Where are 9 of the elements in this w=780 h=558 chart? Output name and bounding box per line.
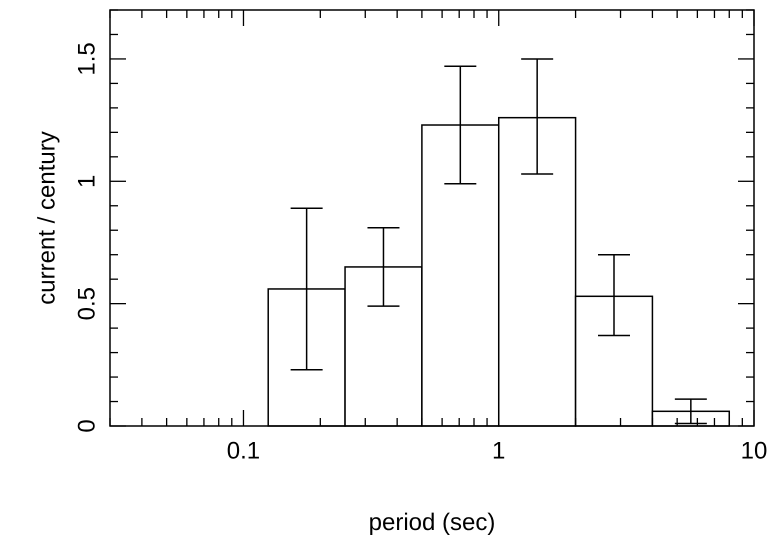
x-axis-title: period (sec) bbox=[368, 509, 496, 536]
y-tick-label: 0.5 bbox=[73, 286, 100, 320]
x-tick-label: 10 bbox=[740, 437, 768, 464]
y-tick-label: 1 bbox=[73, 174, 100, 188]
y-tick-label: 1.5 bbox=[73, 42, 100, 76]
y-tick-label: 0 bbox=[73, 419, 100, 433]
x-tick-label: 1 bbox=[492, 437, 506, 464]
y-axis-title: current / century bbox=[33, 131, 60, 305]
x-tick-label: 0.1 bbox=[226, 437, 260, 464]
